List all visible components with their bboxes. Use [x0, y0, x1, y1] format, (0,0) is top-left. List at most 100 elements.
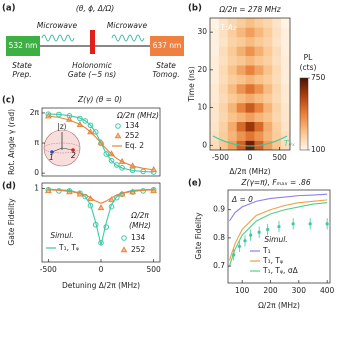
fit-curve	[212, 135, 288, 147]
heat-cell	[245, 18, 255, 28]
red-laser	[150, 36, 184, 56]
annotation: +1:A₂	[214, 23, 236, 32]
heat-cell	[227, 93, 237, 104]
heat-cell	[263, 140, 273, 151]
heat-cell	[281, 74, 291, 85]
heat-cell	[218, 121, 229, 132]
y-tick-label: 2π	[30, 108, 40, 117]
panel-label: (b)	[188, 4, 202, 14]
heat-cell	[281, 84, 291, 94]
heat-cell	[236, 46, 246, 57]
heat-cell	[218, 55, 229, 66]
y-tick-label: 1	[34, 184, 39, 193]
state-2	[71, 148, 75, 152]
heat-cell	[263, 131, 273, 141]
heat-cell	[272, 65, 282, 75]
y-axis-label: Time (ns)	[187, 66, 196, 102]
heat-cell	[236, 18, 246, 28]
green-laser	[6, 36, 40, 56]
heat-cell	[245, 84, 255, 94]
y-tick-label: 0	[34, 168, 39, 177]
x-tick-label: 500	[147, 265, 162, 274]
legend-swatch	[115, 123, 121, 129]
heat-cell	[227, 74, 237, 85]
fit-line	[48, 189, 154, 204]
heat-cell	[210, 112, 220, 123]
heat-cell	[210, 131, 220, 141]
heat-cell	[218, 18, 229, 28]
legend-swatch	[114, 132, 122, 139]
heat-cell	[254, 102, 264, 113]
heat-cell	[236, 102, 246, 113]
heat-cell	[245, 55, 255, 66]
heat-cell	[254, 74, 264, 85]
colorbar-tick-label: 750	[311, 73, 326, 82]
sequence-diagram: (θ, ϕ, Δ/Ω) Microwave Microwave 532 nm 6…	[6, 4, 184, 79]
heat-cell	[281, 121, 291, 132]
data-point	[108, 157, 115, 164]
heat-cell	[281, 36, 291, 47]
data-point	[114, 162, 120, 168]
chart-title: Z(γ=π), Fₘₐₓ = .86	[240, 178, 310, 187]
data-point	[108, 196, 115, 203]
laser-label: 637 nm	[153, 41, 182, 50]
heat-cell	[218, 102, 229, 113]
legend-title: Simul.	[264, 235, 287, 244]
heat-cell	[281, 102, 291, 113]
heat-cell	[236, 27, 246, 38]
heat-cell	[236, 121, 246, 132]
heat-cell	[281, 140, 291, 151]
heat-cell	[245, 27, 255, 38]
microwave-label: Microwave	[37, 21, 78, 30]
heat-cell	[272, 84, 282, 94]
heat-cell	[254, 131, 264, 141]
x-tick-label: 0	[248, 153, 253, 162]
heat-cell	[227, 84, 237, 94]
heat-cell	[254, 46, 264, 57]
heat-cell	[254, 36, 264, 47]
fit-line	[228, 202, 328, 267]
heat-cell	[227, 112, 237, 123]
heat-cell	[210, 55, 220, 66]
data-point	[82, 118, 88, 124]
bloch-inset: |z⟩ 1 2	[43, 122, 81, 167]
heat-cell	[236, 55, 246, 66]
holonomic-gate	[90, 30, 95, 54]
y-tick-label: 0.9	[213, 205, 225, 214]
heat-cell	[254, 112, 264, 123]
legend-label: 252	[125, 131, 140, 140]
x-axis-label: Detuning Δ/2π (MHz)	[62, 281, 140, 290]
heat-cell	[254, 84, 264, 94]
heat-cell	[281, 93, 291, 104]
x-tick-label: 400	[320, 286, 335, 295]
heat-cell	[218, 84, 229, 94]
data-point	[277, 225, 281, 229]
step-label: State	[156, 61, 176, 70]
x-tick-label: 500	[272, 153, 287, 162]
heat-cell	[272, 140, 282, 151]
heat-cell	[263, 18, 273, 28]
bloch-vector	[61, 147, 74, 151]
heat-cell	[227, 131, 237, 141]
y-axis-label: Gate Fidelity	[7, 198, 16, 246]
panel-label: (e)	[188, 179, 202, 189]
step-label: State	[12, 61, 32, 70]
heat-cell	[281, 27, 291, 38]
y-tick-label: 0	[202, 140, 207, 149]
step-label: Gate (~5 ns)	[68, 70, 116, 79]
inset-label: 2	[71, 151, 76, 160]
legend-title: Simul.	[50, 231, 73, 240]
heat-cell	[245, 112, 255, 123]
heat-cell	[263, 121, 273, 132]
legend-label: T₁, Tᵩ	[262, 256, 283, 265]
x-tick-label: 0	[99, 265, 104, 274]
heat-cell	[272, 121, 282, 132]
heat-cell	[236, 112, 246, 123]
heat-cell	[218, 93, 229, 104]
heat-cell	[227, 18, 237, 28]
step-label: Prep.	[12, 70, 31, 79]
step-label: Holonomic	[72, 61, 113, 70]
heat-cell	[227, 55, 237, 66]
y-axis-label: Rot. Angle γ (rad)	[7, 109, 16, 175]
legend-label: T₁, Tᵩ, σΔ	[262, 266, 299, 275]
